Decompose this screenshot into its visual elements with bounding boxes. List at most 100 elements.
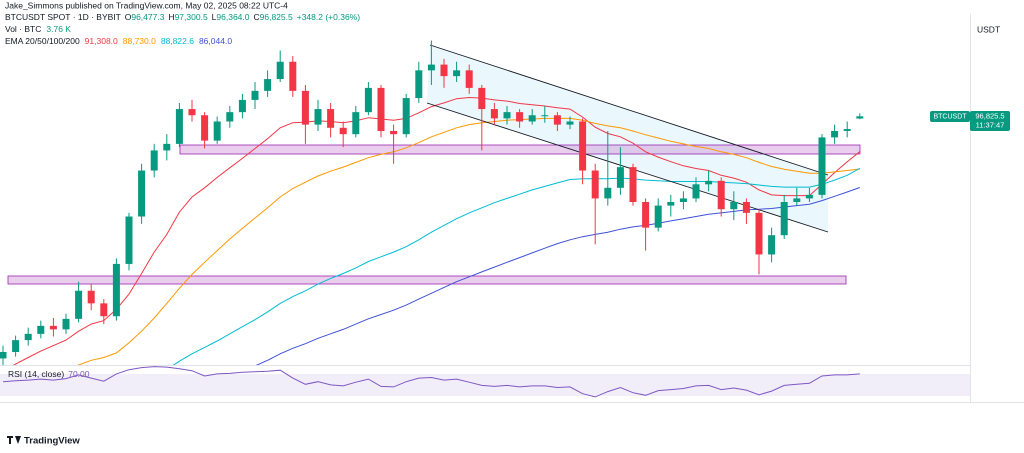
legend-text: 88,730.0 (123, 36, 156, 46)
candle-body (453, 70, 461, 77)
price-tag (970, 111, 1010, 131)
candle-body (12, 340, 20, 352)
candle-body (150, 150, 158, 171)
candle-body (541, 115, 549, 117)
candle-body (755, 212, 763, 255)
ema-line (77, 117, 860, 365)
candle-body (503, 112, 511, 119)
channel-fill (427, 45, 828, 232)
candle-body (553, 115, 561, 125)
legend-text: 70.00 (68, 369, 90, 379)
candle-body (642, 201, 650, 228)
legend: BTCUSDT SPOT · 1D · BYBIT O96,477.3 H97,30… (5, 12, 360, 46)
candle-body (667, 201, 675, 206)
rsi-band (0, 374, 970, 396)
channel-line (429, 44, 829, 176)
logo (7, 436, 21, 444)
ema-line (172, 167, 861, 365)
price-tag (930, 111, 970, 122)
legend-text: H (168, 12, 174, 22)
zone (179, 144, 861, 155)
candle-body (818, 137, 826, 195)
legend-text: L (212, 12, 217, 22)
legend-text: +348.2 (+0.36%) (297, 12, 360, 22)
candle-body (37, 325, 45, 334)
legend-text: 96,477.3 (131, 12, 164, 22)
candle-body (465, 70, 473, 88)
ema-line (12, 96, 861, 365)
candle-body (415, 70, 423, 99)
currency: USDT (977, 24, 1000, 34)
candle-body (264, 79, 272, 91)
candle-body (289, 61, 297, 91)
candle-body (780, 201, 788, 236)
rsi-legend: RSI (14, close) 70.00 (8, 369, 90, 379)
candle-body (730, 201, 738, 210)
legend-text: 88,822.6 (161, 36, 194, 46)
candle-body (705, 180, 713, 185)
candle-body (377, 87, 385, 131)
candle-body (654, 205, 662, 228)
legend-text: BTCUSDT SPOT · 1D · BYBIT (5, 12, 121, 22)
legend-text: EMA 20/50/100/200 (5, 36, 80, 46)
legend-text: 91,308.0 (85, 36, 118, 46)
legend-text: Vol · BTC (5, 24, 41, 34)
candle-body (327, 109, 335, 128)
ema-line (255, 187, 860, 365)
candle-body (213, 121, 221, 141)
candle-body (138, 170, 146, 217)
legend-text: 96,825.5 (260, 12, 293, 22)
candle-body (238, 99, 246, 113)
candle-body (251, 90, 259, 100)
price-tag-countdown: 11:37:47 (976, 120, 1005, 129)
candle-body (591, 170, 599, 199)
candle-body (490, 109, 498, 119)
candle-layer (0, 40, 864, 365)
candle-body (566, 121, 574, 125)
candle-body (478, 87, 486, 110)
candle-body (62, 318, 70, 330)
candle-body (440, 64, 448, 77)
candle-body (163, 143, 171, 151)
candle-body (793, 198, 801, 202)
legend-row: BTCUSDT SPOT · 1D · BYBIT O96,477.3 H97,30… (5, 12, 360, 22)
brand: TradingView (24, 436, 80, 447)
candle-body (364, 87, 372, 113)
candle-body (276, 61, 284, 80)
candle-body (314, 109, 322, 125)
ema-layer (12, 96, 861, 365)
candle-body (226, 112, 234, 122)
legend-text: 86,044.0 (199, 36, 232, 46)
candle-body (427, 64, 435, 71)
candle-body (616, 167, 624, 188)
price-tag-price: 96,825.5 (975, 111, 1004, 120)
candle-body (843, 129, 851, 131)
candle-body (87, 290, 95, 304)
candle-body (768, 235, 776, 255)
candle-body (528, 115, 536, 122)
legend-row: EMA 20/50/100/200 91,308.0 88,730.0 88,822.… (5, 36, 232, 46)
candle-body (516, 112, 524, 122)
candle-body (301, 90, 309, 125)
price-tag-symbol: BTCUSDT (933, 113, 967, 120)
channel-line (426, 102, 829, 233)
candle-body (75, 290, 83, 319)
rsi-layer (2, 366, 860, 398)
candle-body (402, 98, 410, 135)
plot-layer (0, 40, 864, 365)
publisher: Jake_Simmons published on TradingView.co… (5, 0, 288, 10)
candle-body (112, 263, 120, 317)
candle-body (831, 130, 839, 138)
candle-body (805, 194, 813, 199)
candle-body (24, 333, 32, 341)
candle-body (352, 112, 360, 135)
legend-text: RSI (14, close) (8, 369, 64, 379)
candle-body (579, 121, 587, 171)
candle-body (692, 184, 700, 199)
candle-body (201, 115, 209, 141)
legend-text: C (254, 12, 260, 22)
candle-body (339, 127, 347, 135)
legend-text: 97,300.5 (175, 12, 208, 22)
candle-body (679, 198, 687, 202)
